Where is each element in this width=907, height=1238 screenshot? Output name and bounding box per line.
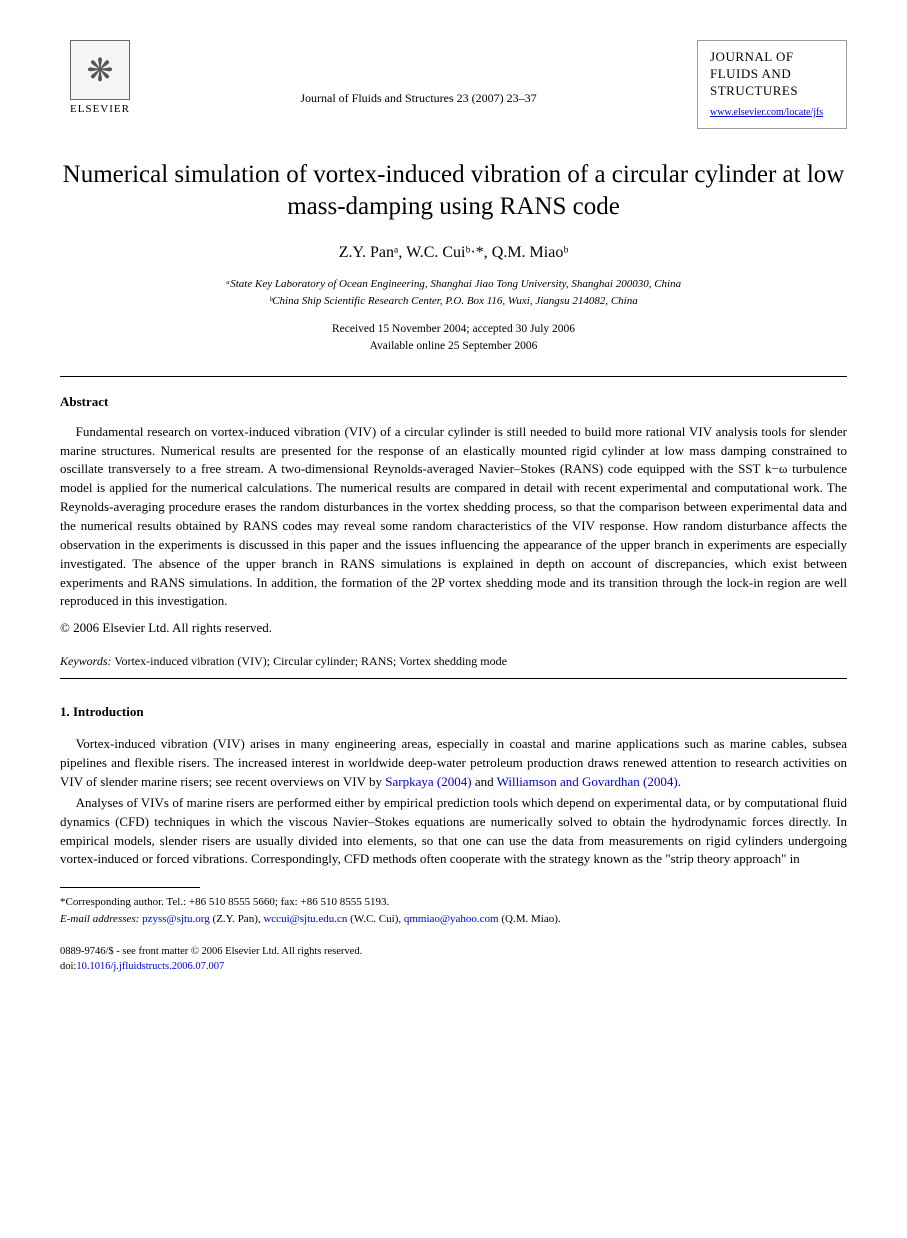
keywords-line: Keywords: Vortex-induced vibration (VIV)… [60,653,847,670]
abstract-copyright: © 2006 Elsevier Ltd. All rights reserved… [60,619,847,637]
footnote-rule [60,887,200,888]
article-title: Numerical simulation of vortex-induced v… [60,159,847,224]
article-dates: Received 15 November 2004; accepted 30 J… [60,321,847,356]
intro-para-1-mid: and [472,774,497,789]
authors-line: Z.Y. Panᵃ, W.C. Cuiᵇ·*, Q.M. Miaoᵇ [60,242,847,264]
intro-para-1-post: . [678,774,681,789]
journal-title-box: JOURNAL OF FLUIDS AND STRUCTURES www.els… [697,40,847,129]
affiliation-a: ᵃState Key Laboratory of Ocean Engineeri… [60,276,847,293]
doi-line: doi:10.1016/j.jfluidstructs.2006.07.007 [60,960,847,975]
abstract-heading: Abstract [60,393,847,411]
publisher-logo-block: ❋ ELSEVIER [60,40,140,117]
received-accepted-date: Received 15 November 2004; accepted 30 J… [60,321,847,338]
keywords-text: Vortex-induced vibration (VIV); Circular… [112,654,507,668]
email-pan[interactable]: pzyss@sjtu.org [142,913,210,925]
section-1-heading: 1. Introduction [60,703,847,721]
journal-url-link[interactable]: www.elsevier.com/locate/jfs [710,106,834,120]
publisher-name: ELSEVIER [70,102,130,117]
page-header: ❋ ELSEVIER Journal of Fluids and Structu… [60,40,847,129]
rule-above-abstract [60,376,847,377]
intro-para-1: Vortex-induced vibration (VIV) arises in… [60,735,847,792]
email-pan-name: (Z.Y. Pan), [210,913,264,925]
citation-williamson-govardhan-2004[interactable]: Williamson and Govardhan (2004) [497,774,678,789]
keywords-label: Keywords: [60,654,112,668]
elsevier-tree-icon: ❋ [70,40,130,100]
email-cui[interactable]: wccui@sjtu.edu.cn [263,913,347,925]
affiliation-b: ᵇChina Ship Scientific Research Center, … [60,293,847,310]
email-footnote: E-mail addresses: pzyss@sjtu.org (Z.Y. P… [60,911,847,928]
journal-reference: Journal of Fluids and Structures 23 (200… [140,40,697,107]
intro-para-2: Analyses of VIVs of marine risers are pe… [60,794,847,869]
email-miao-name: (Q.M. Miao). [499,913,561,925]
citation-sarpkaya-2004[interactable]: Sarpkaya (2004) [385,774,471,789]
rule-below-keywords [60,678,847,679]
issn-line: 0889-9746/$ - see front matter © 2006 El… [60,945,847,960]
journal-box-title: JOURNAL OF FLUIDS AND STRUCTURES [710,49,834,100]
online-date: Available online 25 September 2006 [60,338,847,355]
affiliations: ᵃState Key Laboratory of Ocean Engineeri… [60,276,847,309]
email-miao[interactable]: qmmiao@yahoo.com [404,913,499,925]
footer-block: 0889-9746/$ - see front matter © 2006 El… [60,945,847,974]
doi-link[interactable]: 10.1016/j.jfluidstructs.2006.07.007 [76,961,224,972]
corresponding-author-footnote: *Corresponding author. Tel.: +86 510 855… [60,894,847,911]
emails-label: E-mail addresses: [60,913,139,925]
abstract-body: Fundamental research on vortex-induced v… [60,423,847,611]
doi-label: doi: [60,961,76,972]
email-cui-name: (W.C. Cui), [347,913,403,925]
